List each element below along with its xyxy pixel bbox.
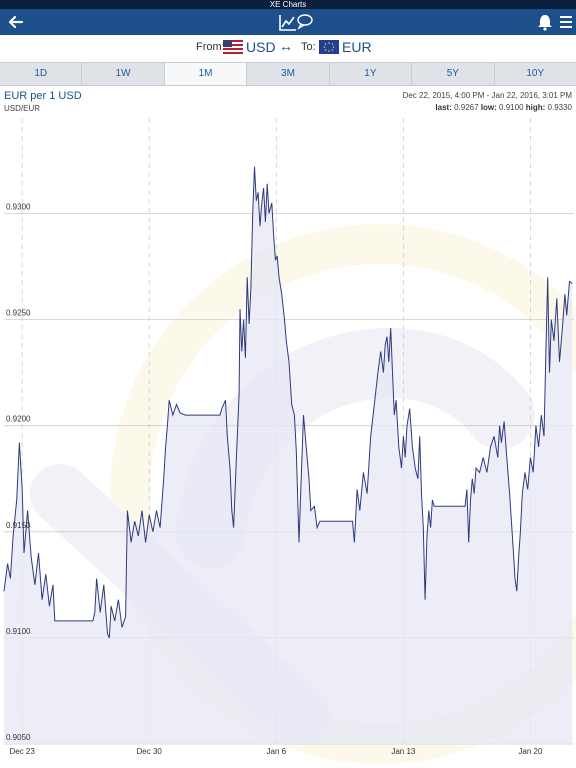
swap-arrows-icon[interactable]: ↔ xyxy=(279,38,293,54)
app-title: XE Charts xyxy=(269,0,307,9)
from-currency-code[interactable]: USD xyxy=(246,39,276,55)
low-label: low: xyxy=(480,103,497,112)
bell-icon[interactable] xyxy=(536,12,554,32)
last-label: last: xyxy=(435,103,452,112)
y-tick-label: 0.9100 xyxy=(6,627,31,636)
tab-1y[interactable]: 1Y xyxy=(330,63,413,85)
x-axis-labels: Dec 23 Dec 30 Jan 6 Jan 13 Jan 20 xyxy=(9,747,543,756)
y-tick-label: 0.9150 xyxy=(6,521,31,530)
tab-3m[interactable]: 3M xyxy=(247,63,330,85)
eu-flag-icon[interactable] xyxy=(319,40,339,54)
high-label: high: xyxy=(525,103,546,112)
x-tick-label: Jan 20 xyxy=(518,747,543,756)
menu-icon[interactable] xyxy=(558,12,574,32)
date-range: Dec 22, 2015, 4:00 PM - Jan 22, 2016, 3:… xyxy=(402,91,572,100)
to-label: To: xyxy=(301,41,316,53)
y-tick-label: 0.9200 xyxy=(6,415,31,424)
x-tick-label: Dec 23 xyxy=(9,747,35,756)
from-label: From: xyxy=(196,41,225,53)
y-tick-label: 0.9250 xyxy=(6,309,31,318)
y-tick-label: 0.9050 xyxy=(6,733,31,742)
tab-1d[interactable]: 1D xyxy=(0,63,83,85)
chart-title: EUR per 1 USD xyxy=(4,90,82,102)
back-arrow-icon[interactable] xyxy=(6,12,26,32)
tab-5y[interactable]: 5Y xyxy=(412,63,495,85)
rate-area-fill xyxy=(4,166,573,745)
rate-series-line xyxy=(3,166,573,639)
currency-selector: From: USD ↔ To: EUR xyxy=(0,35,576,62)
chart-header: EUR per 1 USD USD/EUR Dec 22, 2015, 4:00… xyxy=(0,88,576,114)
y-tick-label: 0.9300 xyxy=(6,202,31,211)
time-range-tabs: 1D 1W 1M 3M 1Y 5Y 10Y xyxy=(0,62,576,86)
status-bar: XE Charts xyxy=(0,0,576,9)
low-value: 0.9100 xyxy=(499,103,524,112)
y-axis-labels: 0.9050 0.9100 0.9150 0.9200 0.9250 0.9300 xyxy=(6,202,31,742)
tab-1m[interactable]: 1M xyxy=(164,63,248,85)
tab-1w[interactable]: 1W xyxy=(82,63,165,85)
tab-10y[interactable]: 10Y xyxy=(526,68,545,79)
us-flag-icon[interactable] xyxy=(223,40,243,54)
x-tick-label: Dec 30 xyxy=(137,747,163,756)
x-tick-label: Jan 6 xyxy=(267,747,287,756)
to-currency-code[interactable]: EUR xyxy=(342,39,372,55)
high-value: 0.9330 xyxy=(547,103,572,112)
currency-pair: USD/EUR xyxy=(4,104,41,113)
x-tick-label: Jan 13 xyxy=(391,747,416,756)
nav-bar xyxy=(0,9,576,35)
chart-comment-icon xyxy=(279,14,313,31)
rate-chart[interactable]: 0.9050 0.9100 0.9150 0.9200 0.9250 0.9300 Dec… xyxy=(0,114,576,768)
last-value: 0.9267 xyxy=(454,103,479,112)
chart-stats: last: 0.9267 low: 0.9100 high: 0.9330 xyxy=(435,103,572,112)
